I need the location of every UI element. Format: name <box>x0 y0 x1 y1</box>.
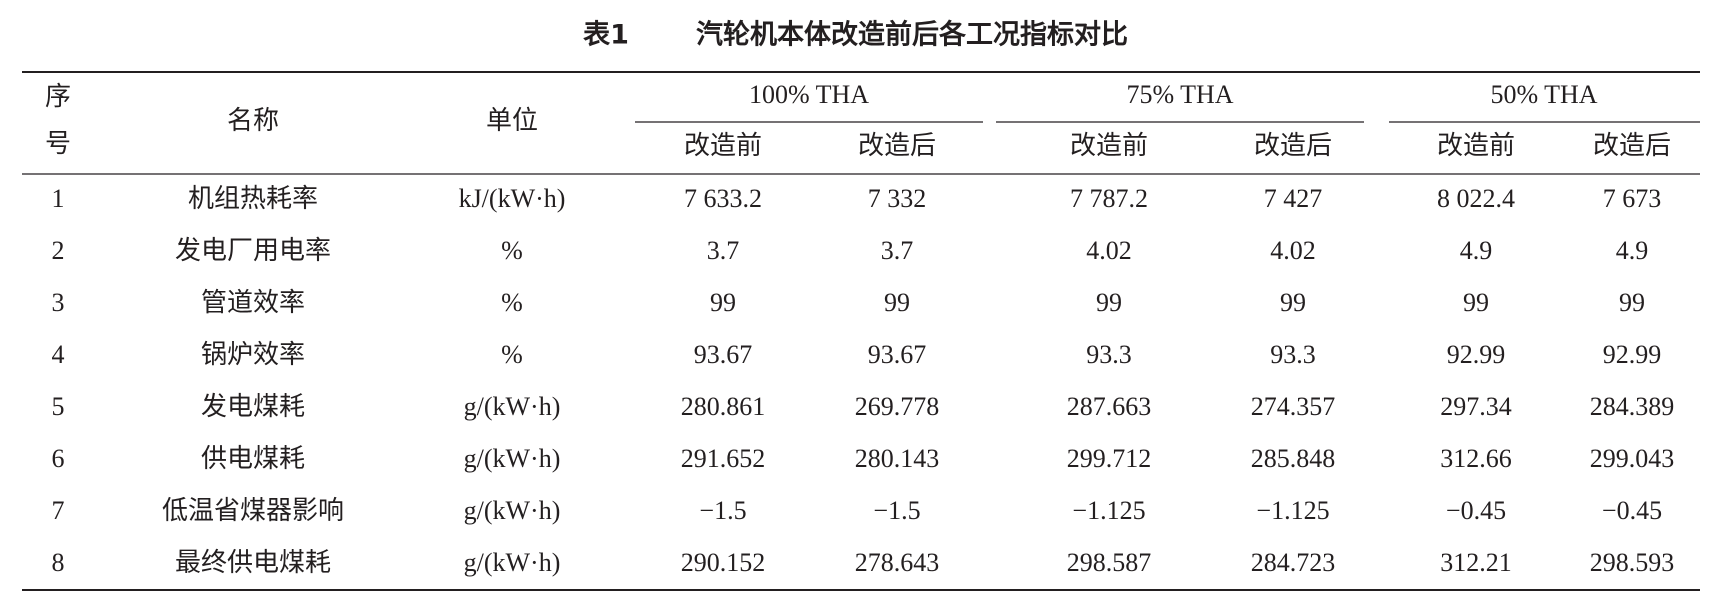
table-cell: 3.7 <box>881 236 914 265</box>
table-cell: 285.848 <box>1251 444 1336 473</box>
table-cell: g/(kW·h) <box>464 392 561 421</box>
table-cell: 4.02 <box>1086 236 1132 265</box>
sub-header: 改造后 <box>858 131 936 160</box>
sub-header: 改造前 <box>1070 131 1148 160</box>
table-cell: 发电厂用电率 <box>175 236 331 265</box>
group-header: 75% THA <box>1126 80 1233 109</box>
table-cell: 8 022.4 <box>1437 184 1515 213</box>
table-cell: 99 <box>1096 288 1122 317</box>
table-cell: −0.45 <box>1602 496 1662 525</box>
table-cell: 280.143 <box>855 444 940 473</box>
table-cell: kJ/(kW·h) <box>459 184 566 213</box>
table-cell: −1.5 <box>699 496 746 525</box>
sub-header: 改造前 <box>1437 131 1515 160</box>
table-cell: 297.34 <box>1440 392 1512 421</box>
table-cell: 274.357 <box>1251 392 1336 421</box>
table-cell: 299.712 <box>1067 444 1152 473</box>
table-cell: 290.152 <box>681 548 766 577</box>
table-cell: −1.125 <box>1256 496 1329 525</box>
table-cell: 93.3 <box>1270 340 1316 369</box>
table-cell: 4.02 <box>1270 236 1316 265</box>
table-cell: 99 <box>710 288 736 317</box>
table-cell: 3.7 <box>707 236 740 265</box>
table-cell: 7 673 <box>1603 184 1662 213</box>
table-cell: % <box>501 340 523 369</box>
table-cell: 5 <box>52 392 65 421</box>
sub-header: 改造前 <box>684 131 762 160</box>
table-cell: 低温省煤器影响 <box>162 496 344 525</box>
header-name: 名称 <box>227 106 279 135</box>
table-cell: 298.587 <box>1067 548 1152 577</box>
table-cell: 发电煤耗 <box>201 392 305 421</box>
sub-header: 改造后 <box>1593 131 1671 160</box>
table-title: 汽轮机本体改造前后各工况指标对比 <box>696 19 1128 51</box>
table-cell: 99 <box>1619 288 1645 317</box>
table-cell: 280.861 <box>681 392 766 421</box>
table-cell: % <box>501 288 523 317</box>
table-cell: 7 332 <box>868 184 927 213</box>
header-unit: 单位 <box>486 106 538 135</box>
table-cell: 3 <box>52 288 65 317</box>
table-number: 表1 <box>583 20 629 51</box>
table-cell: 93.67 <box>868 340 927 369</box>
table-cell: −0.45 <box>1446 496 1506 525</box>
table-cell: 284.389 <box>1590 392 1675 421</box>
table-cell: 99 <box>1463 288 1489 317</box>
table-cell: 312.21 <box>1440 548 1512 577</box>
table-cell: 291.652 <box>681 444 766 473</box>
table-cell: 锅炉效率 <box>201 340 305 369</box>
table-cell: 4.9 <box>1616 236 1649 265</box>
table-cell: 92.99 <box>1447 340 1506 369</box>
table-cell: 99 <box>884 288 910 317</box>
table-cell: 1 <box>52 184 65 213</box>
table-cell: 管道效率 <box>201 288 305 317</box>
table-cell: 8 <box>52 548 65 577</box>
table-cell: g/(kW·h) <box>464 548 561 577</box>
table-cell: 7 427 <box>1264 184 1323 213</box>
sub-header: 改造后 <box>1254 131 1332 160</box>
header-index: 序 <box>45 82 71 111</box>
group-header: 50% THA <box>1490 80 1597 109</box>
header-index: 号 <box>45 129 71 158</box>
table-cell: % <box>501 236 523 265</box>
table-cell: 93.67 <box>694 340 753 369</box>
table-cell: g/(kW·h) <box>464 444 561 473</box>
table-cell: 7 787.2 <box>1070 184 1148 213</box>
table-cell: 93.3 <box>1086 340 1132 369</box>
table-cell: 287.663 <box>1067 392 1152 421</box>
table-cell: 92.99 <box>1603 340 1662 369</box>
table-cell: −1.125 <box>1072 496 1145 525</box>
table-cell: 2 <box>52 236 65 265</box>
table-cell: 269.778 <box>855 392 940 421</box>
table-cell: 供电煤耗 <box>201 444 305 473</box>
table-cell: 99 <box>1280 288 1306 317</box>
table-cell: 最终供电煤耗 <box>175 548 331 577</box>
table-cell: 7 633.2 <box>684 184 762 213</box>
table-cell: 278.643 <box>855 548 940 577</box>
table-cell: 298.593 <box>1590 548 1675 577</box>
table-cell: 6 <box>52 444 65 473</box>
table-cell: 299.043 <box>1590 444 1675 473</box>
group-header: 100% THA <box>749 80 869 109</box>
table-cell: 4.9 <box>1460 236 1493 265</box>
table-cell: 4 <box>52 340 65 369</box>
table-cell: 312.66 <box>1440 444 1512 473</box>
table-cell: −1.5 <box>873 496 920 525</box>
table-cell: 机组热耗率 <box>188 184 318 213</box>
table-cell: 284.723 <box>1251 548 1336 577</box>
table-cell: g/(kW·h) <box>464 496 561 525</box>
table-cell: 7 <box>52 496 65 525</box>
